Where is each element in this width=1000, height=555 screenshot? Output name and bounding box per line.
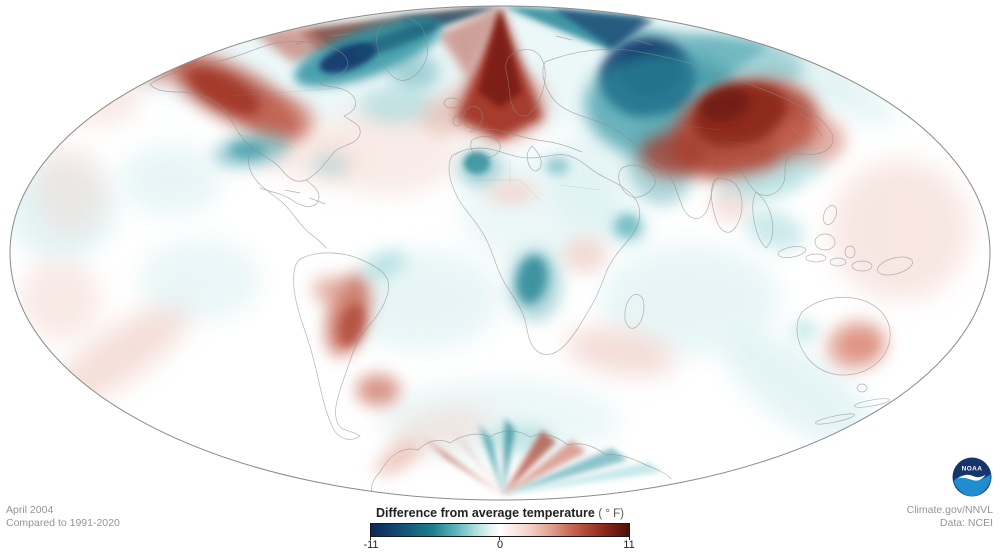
colorbar-tick-max: [629, 537, 630, 540]
legend-title: Difference from average temperature ( ° …: [0, 506, 1000, 520]
date-label: April 2004: [6, 504, 54, 516]
colorbar: [370, 523, 630, 537]
date-block: April 2004 Compared to 1991-2020: [6, 504, 120, 529]
baseline-label: Compared to 1991-2020: [6, 516, 120, 529]
noaa-logo-text: NOAA: [962, 466, 983, 473]
credit-source: Climate.gov/NNVL: [906, 504, 993, 516]
credit-block: Climate.gov/NNVL Data: NCEI: [907, 504, 993, 529]
anomaly-blobs-south: [312, 251, 887, 406]
noaa-logo-wave: [953, 474, 991, 497]
colorbar-label-mid: 0: [496, 539, 504, 551]
colorbar-label-max: 11: [623, 539, 635, 551]
globe-outline: [9, 5, 991, 501]
noaa-logo-gull-icon: [958, 474, 986, 481]
country-borders: [231, 87, 781, 341]
legend-title-text: Difference from average temperature: [375, 506, 595, 520]
colorbar-tick-min: [370, 537, 371, 540]
colorbar-label-min: -11: [363, 539, 379, 551]
colorbar-tick-mid: [499, 537, 500, 540]
credit-data: Data: NCEI: [939, 516, 993, 529]
antarctica-anomaly: [375, 418, 662, 495]
coastlines: [149, 17, 913, 493]
noaa-logo: NOAA: [952, 457, 992, 497]
legend-units: ( ° F): [598, 508, 624, 520]
